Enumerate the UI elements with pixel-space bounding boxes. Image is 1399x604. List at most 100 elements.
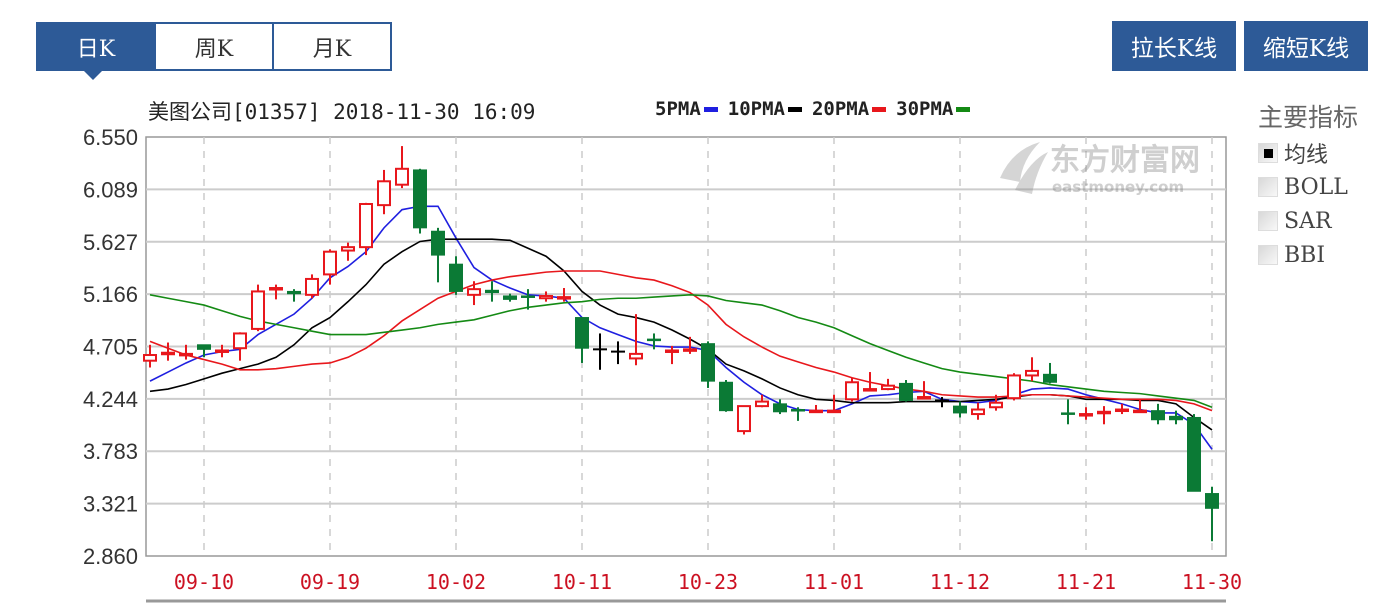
candle-body-up bbox=[215, 349, 229, 353]
candle-body-up bbox=[1097, 410, 1111, 415]
tab-monthly-k[interactable]: 月K bbox=[272, 24, 390, 69]
candle-body-up bbox=[251, 290, 265, 330]
candle bbox=[1025, 357, 1039, 382]
candle bbox=[881, 378, 895, 391]
candle bbox=[215, 344, 229, 358]
candle-body-up bbox=[755, 400, 769, 408]
ma-line-30pma bbox=[149, 294, 1213, 408]
checkbox[interactable] bbox=[1258, 211, 1278, 231]
candle-body-down bbox=[449, 263, 463, 292]
candle-body-up bbox=[341, 246, 355, 252]
candle-body-down bbox=[575, 317, 589, 349]
candle-body-up bbox=[557, 296, 571, 300]
candle bbox=[197, 344, 211, 358]
option-label: BOLL bbox=[1284, 174, 1348, 200]
x-tick-label: 10-23 bbox=[678, 570, 738, 594]
candle-body-up bbox=[1115, 408, 1129, 413]
y-tick-label: 4.705 bbox=[83, 335, 138, 360]
legend-ma20: 20PMA bbox=[811, 98, 887, 120]
candle-body-down bbox=[1043, 373, 1057, 383]
x-tick-label: 11-12 bbox=[930, 570, 990, 594]
active-tab-pointer bbox=[84, 71, 102, 80]
candle-body-down bbox=[521, 295, 535, 298]
y-tick-label: 6.550 bbox=[83, 125, 138, 150]
candle bbox=[521, 289, 535, 310]
candle bbox=[1079, 407, 1093, 420]
option-label: 均线 bbox=[1284, 143, 1329, 168]
tab-weekly-k[interactable]: 周K bbox=[154, 24, 272, 69]
candle bbox=[611, 341, 625, 365]
option-label: SAR bbox=[1284, 208, 1332, 234]
y-tick-label: 4.244 bbox=[83, 387, 138, 412]
candle bbox=[323, 249, 337, 285]
legend-label: 20PMA bbox=[811, 98, 870, 120]
candle-body-down bbox=[701, 343, 715, 382]
indicator-bbi-option[interactable]: BBI bbox=[1258, 238, 1358, 272]
candle bbox=[791, 407, 805, 421]
checkbox[interactable] bbox=[1258, 177, 1278, 197]
candle-body-down bbox=[431, 230, 445, 256]
grid bbox=[145, 136, 1227, 557]
candle-body-up bbox=[827, 409, 841, 414]
candle-body-up bbox=[845, 381, 859, 401]
candle-body-up bbox=[1025, 369, 1039, 377]
chart-title: 美图公司[01357] 2018-11-30 16:09 bbox=[148, 100, 536, 124]
candle bbox=[143, 344, 157, 368]
candle bbox=[737, 405, 751, 435]
candle bbox=[1007, 373, 1021, 401]
indicator-sar-option[interactable]: SAR bbox=[1258, 204, 1358, 238]
candle-body-down bbox=[791, 409, 805, 412]
candle bbox=[755, 394, 769, 408]
indicator-boll-option[interactable]: BOLL bbox=[1258, 170, 1358, 204]
candle bbox=[1169, 410, 1183, 425]
candle-body-up bbox=[1007, 374, 1021, 400]
candle-body-up bbox=[161, 351, 175, 356]
option-label: BBI bbox=[1284, 242, 1326, 268]
stretch-kline-button[interactable]: 拉长K线 bbox=[1112, 21, 1236, 71]
tab-daily-k[interactable]: 日K bbox=[38, 24, 154, 69]
legend-label: 10PMA bbox=[727, 98, 785, 120]
candle-body-down bbox=[719, 381, 733, 412]
checkbox[interactable] bbox=[1258, 245, 1278, 265]
candle bbox=[161, 342, 175, 361]
legend-swatch bbox=[703, 106, 718, 112]
shrink-kline-button[interactable]: 缩短K线 bbox=[1244, 21, 1368, 71]
candle-body-up bbox=[863, 388, 877, 392]
candle-body-down bbox=[773, 403, 787, 413]
candle bbox=[899, 379, 913, 402]
candle bbox=[809, 404, 823, 414]
ma-line-5pma bbox=[149, 205, 1213, 450]
candle bbox=[1187, 414, 1201, 492]
checkbox-checked[interactable] bbox=[1258, 143, 1278, 163]
candle-body-up bbox=[881, 384, 895, 391]
legend-swatch bbox=[956, 106, 971, 112]
candle-body-up bbox=[917, 396, 931, 400]
candle bbox=[575, 317, 589, 363]
candle bbox=[539, 291, 553, 302]
legend-ma5: 5PMA bbox=[655, 98, 718, 120]
x-tick-label: 11-21 bbox=[1056, 570, 1116, 594]
candle bbox=[467, 281, 481, 306]
ma-line-10pma bbox=[149, 238, 1213, 431]
candle bbox=[1061, 399, 1075, 425]
y-tick-label: 3.783 bbox=[83, 439, 138, 464]
x-tick-label: 09-19 bbox=[300, 570, 360, 594]
candle bbox=[449, 256, 463, 295]
candle bbox=[1151, 403, 1165, 425]
candle bbox=[1043, 362, 1057, 384]
candle-body-up bbox=[683, 348, 697, 352]
legend: 5PMA 10PMA 20PMA 30PMA bbox=[655, 98, 980, 120]
ma-line-20pma bbox=[149, 270, 1213, 412]
x-tick-label: 10-02 bbox=[426, 570, 486, 594]
candle-body-down bbox=[953, 405, 967, 414]
candle bbox=[773, 399, 787, 415]
indicator-ma-option[interactable]: 均线 bbox=[1258, 136, 1358, 170]
candle-body-down bbox=[503, 295, 517, 300]
legend-swatch bbox=[872, 106, 887, 112]
candle-body-down bbox=[1061, 412, 1075, 415]
candle bbox=[1205, 486, 1219, 542]
candle bbox=[431, 227, 445, 283]
candle bbox=[377, 169, 391, 215]
candle-body-down bbox=[899, 382, 913, 401]
